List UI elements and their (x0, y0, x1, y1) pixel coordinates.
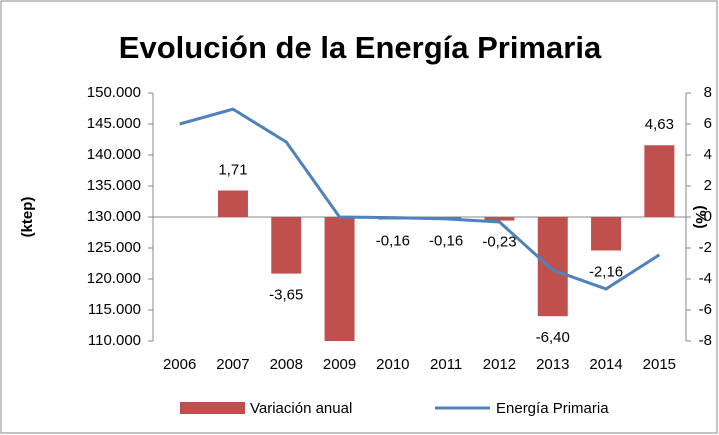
data-label: -2,16 (589, 263, 623, 280)
legend-swatch (180, 402, 245, 414)
y2-tick-label: -2 (699, 239, 712, 256)
x-tick-label: 2007 (216, 356, 249, 373)
data-label: -0,23 (482, 234, 516, 251)
y-tick-label: 125.000 (87, 239, 141, 256)
legend-label: Energía Primaria (496, 400, 609, 417)
x-tick-label: 2012 (483, 356, 516, 373)
chart-title: Evolución de la Energía Primaria (119, 30, 602, 65)
data-label: -6,40 (536, 329, 570, 346)
y2-tick-label: 6 (704, 115, 712, 132)
bar (271, 217, 302, 274)
data-label: -0,16 (429, 232, 463, 249)
bar (537, 217, 568, 317)
bar (217, 190, 248, 217)
x-tick-label: 2010 (376, 356, 409, 373)
bar (591, 217, 622, 251)
x-tick-label: 2011 (430, 356, 462, 373)
x-tick-label: 2008 (270, 356, 303, 373)
y2-tick-label: -8 (699, 332, 712, 349)
x-tick-label: 2015 (643, 356, 676, 373)
y-tick-label: 140.000 (87, 146, 141, 163)
bar (324, 217, 355, 341)
y2-tick-label: 4 (704, 146, 712, 163)
data-label: 1,71 (218, 161, 247, 178)
y-tick-label: 145.000 (87, 115, 141, 132)
y2-tick-label: -6 (699, 301, 712, 318)
data-label: 4,63 (645, 116, 674, 133)
bar (484, 217, 515, 221)
y-tick-label: 150.000 (87, 84, 141, 101)
y-tick-label: 135.000 (87, 177, 141, 194)
y-tick-label: 115.000 (88, 301, 141, 318)
y2-tick-label: -4 (699, 270, 712, 287)
x-tick-label: 2009 (323, 356, 356, 373)
y2-tick-label: 0 (704, 208, 712, 225)
y2-tick-label: 8 (704, 84, 712, 101)
bar (644, 145, 675, 217)
y2-axis-label: (%) (692, 205, 709, 228)
x-tick-label: 2013 (536, 356, 569, 373)
legend-label: Variación anual (250, 400, 352, 417)
data-label: -3,65 (269, 287, 303, 304)
x-tick-label: 2006 (163, 356, 196, 373)
line (179, 107, 661, 291)
y-tick-label: 130.000 (87, 208, 141, 225)
y-tick-label: 120.000 (87, 270, 141, 287)
x-tick-label: 2014 (589, 356, 622, 373)
data-label: -0,16 (376, 232, 410, 249)
y2-tick-label: 2 (704, 177, 712, 194)
y-axis-label: (ktep) (19, 197, 36, 238)
y-tick-label: 110.000 (88, 332, 141, 349)
